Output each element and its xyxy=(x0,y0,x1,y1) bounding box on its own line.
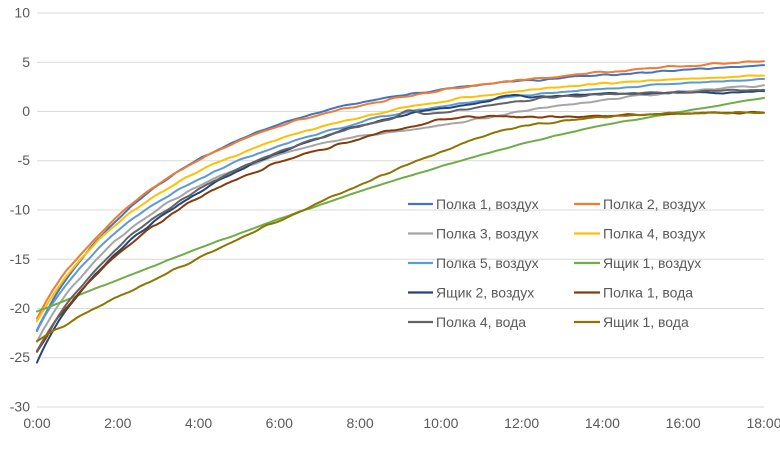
svg-text:Полка 1, вода: Полка 1, вода xyxy=(603,285,693,301)
svg-text:10:00: 10:00 xyxy=(423,415,458,431)
svg-text:0:00: 0:00 xyxy=(23,415,50,431)
svg-text:Ящик 1, воздух: Ящик 1, воздух xyxy=(603,255,701,271)
svg-text:Полка 4, вода: Полка 4, вода xyxy=(436,314,526,330)
svg-text:6:00: 6:00 xyxy=(266,415,293,431)
svg-text:-25: -25 xyxy=(10,349,30,365)
svg-text:-30: -30 xyxy=(10,399,30,415)
svg-text:16:00: 16:00 xyxy=(666,415,701,431)
svg-text:18:00: 18:00 xyxy=(746,415,780,431)
svg-text:Полка 3, воздух: Полка 3, воздух xyxy=(436,226,539,242)
svg-text:2:00: 2:00 xyxy=(104,415,131,431)
svg-text:Ящик 1, вода: Ящик 1, вода xyxy=(603,314,689,330)
svg-text:-10: -10 xyxy=(10,202,30,218)
svg-text:Полка 4, воздух: Полка 4, воздух xyxy=(603,226,706,242)
svg-text:0: 0 xyxy=(22,103,30,119)
svg-text:4:00: 4:00 xyxy=(185,415,212,431)
svg-text:Полка 2, воздух: Полка 2, воздух xyxy=(603,196,706,212)
svg-text:-20: -20 xyxy=(10,300,30,316)
svg-text:-5: -5 xyxy=(18,152,31,168)
svg-text:8:00: 8:00 xyxy=(346,415,373,431)
svg-text:Ящик 2, воздух: Ящик 2, воздух xyxy=(436,285,534,301)
svg-text:5: 5 xyxy=(22,54,30,70)
svg-text:Полка 1, воздух: Полка 1, воздух xyxy=(436,196,539,212)
svg-text:10: 10 xyxy=(14,5,30,21)
svg-text:12:00: 12:00 xyxy=(504,415,539,431)
svg-text:-15: -15 xyxy=(10,251,30,267)
svg-text:14:00: 14:00 xyxy=(585,415,620,431)
svg-text:Полка 5, воздух: Полка 5, воздух xyxy=(436,255,539,271)
